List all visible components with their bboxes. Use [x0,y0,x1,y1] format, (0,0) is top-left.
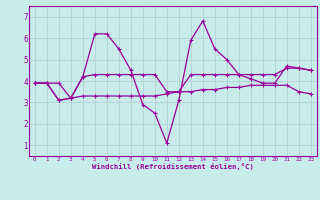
X-axis label: Windchill (Refroidissement éolien,°C): Windchill (Refroidissement éolien,°C) [92,163,254,170]
